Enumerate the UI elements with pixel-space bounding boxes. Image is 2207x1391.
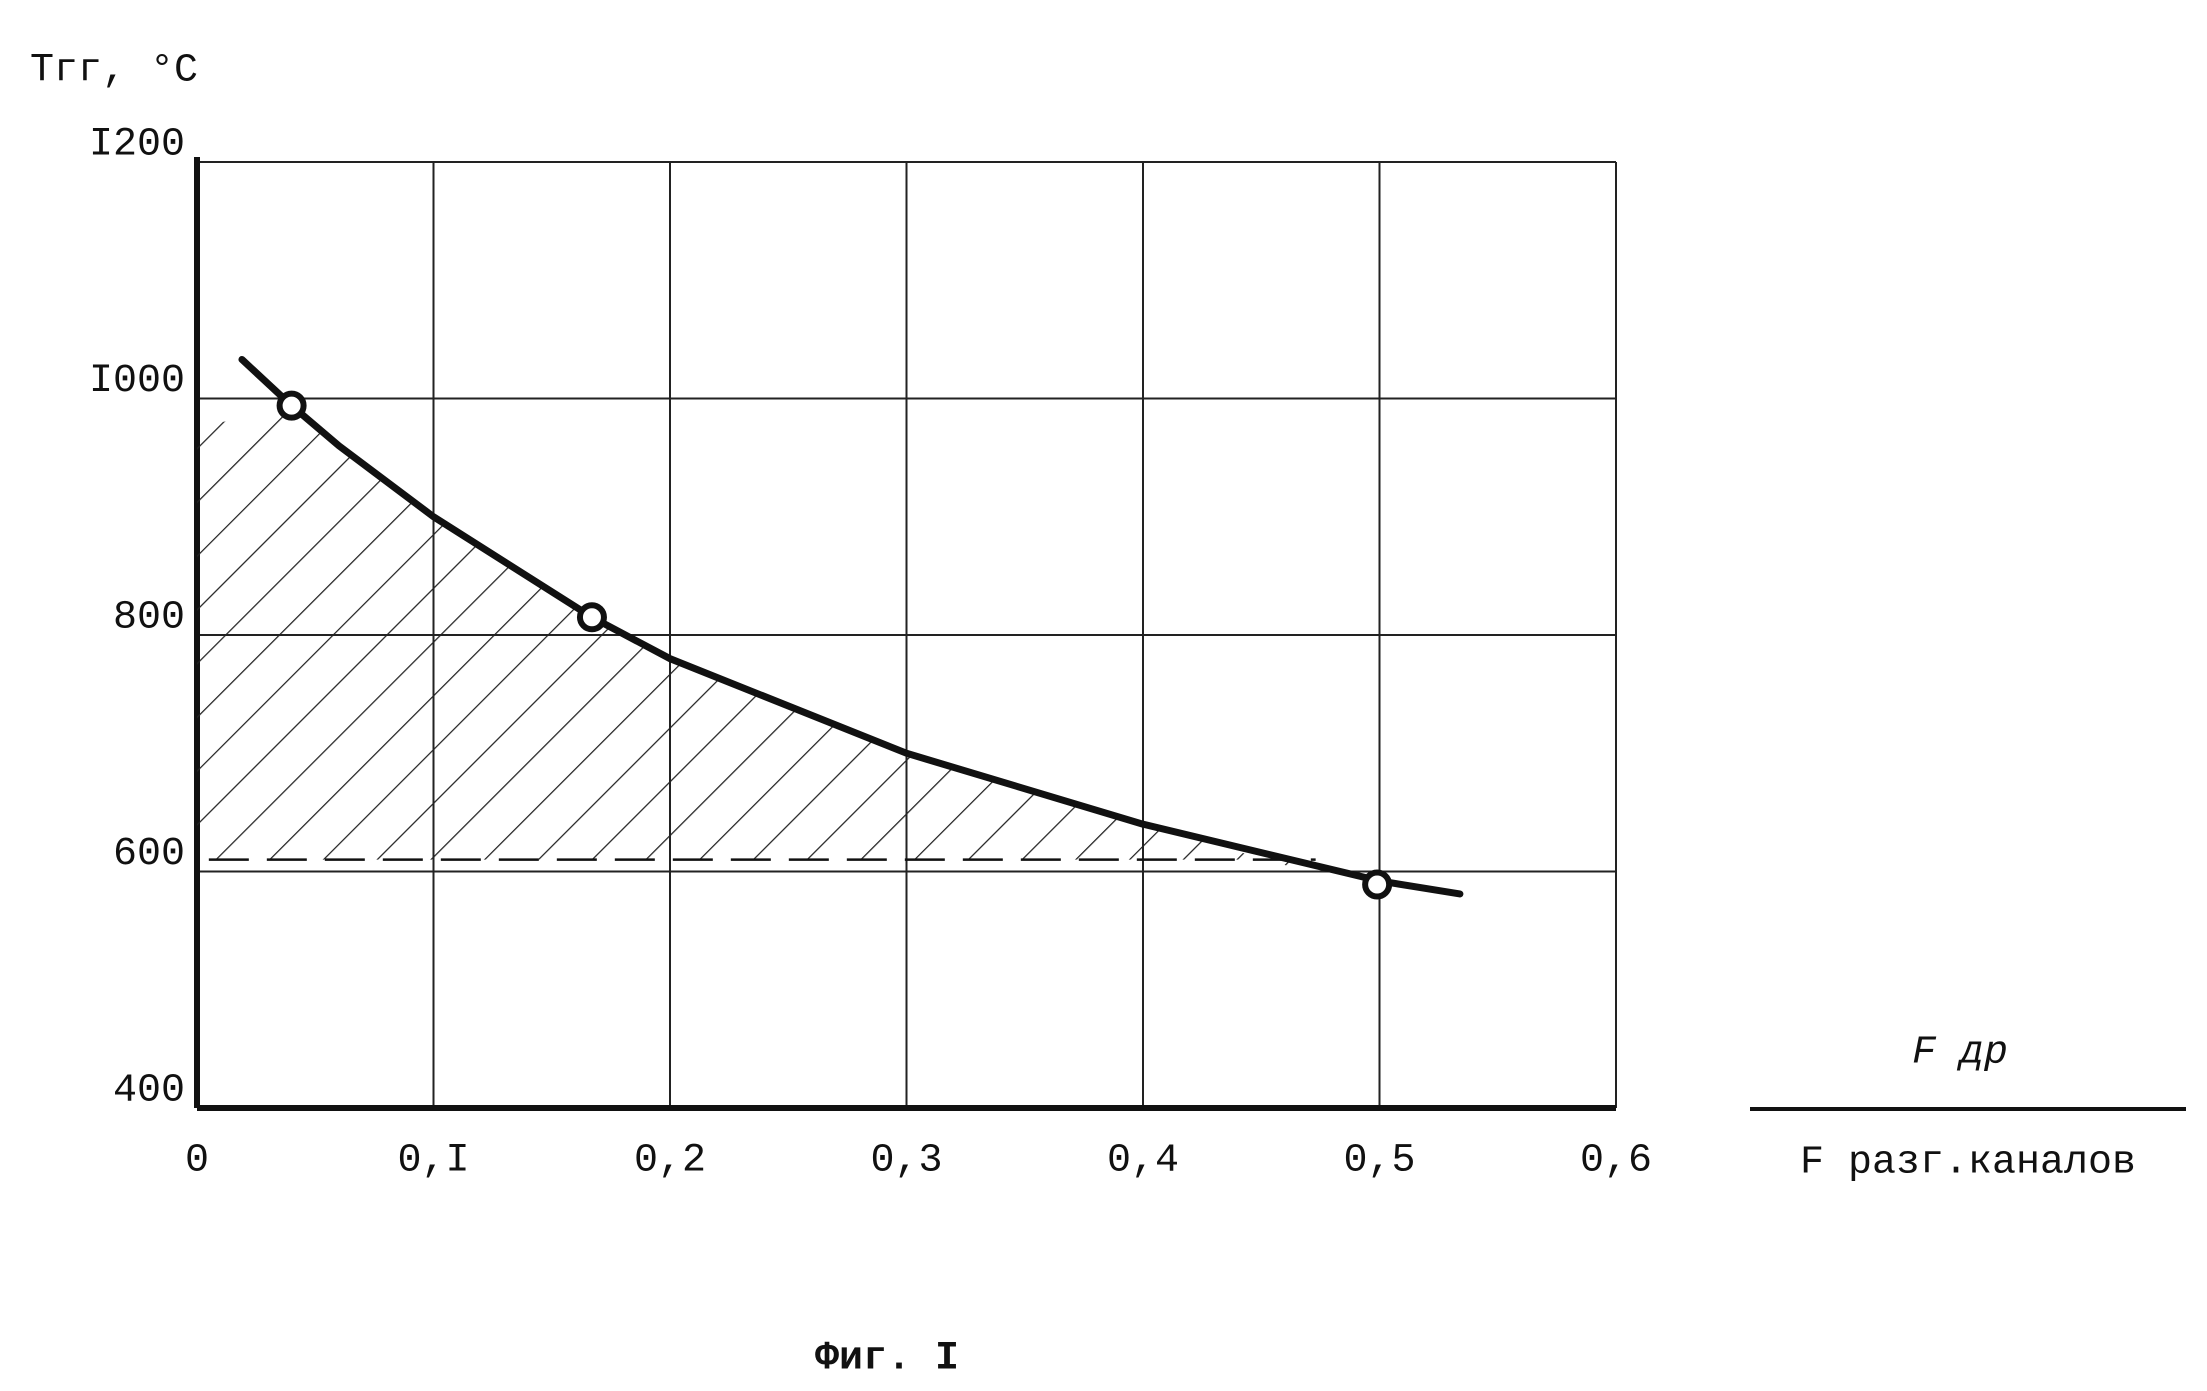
chart: 0 0,I 0,2 0,3 0,4 0,5 0,6 400 600 800 I000 I200 Tгг…: [0, 0, 2207, 1391]
point-marker: [280, 394, 304, 418]
plot: 0 0,I 0,2 0,3 0,4 0,5 0,6 400 600 800 I000 I200: [89, 123, 1652, 1184]
y-axis-title: Tгг, °C: [30, 49, 198, 94]
x-tick-label: 0,2: [634, 1139, 706, 1184]
point-marker: [580, 605, 604, 629]
x-tick-label: 0,5: [1343, 1139, 1415, 1184]
y-tick-label: 400: [113, 1069, 185, 1114]
hatched-area: [197, 406, 1316, 874]
x-tick-label: 0,6: [1580, 1139, 1652, 1184]
y-tick-label: 600: [113, 832, 185, 877]
x-tick-label: 0,3: [870, 1139, 942, 1184]
x-axis-numerator: F др: [1912, 1031, 2008, 1076]
y-tick-label: 800: [113, 596, 185, 641]
x-tick-label: 0: [185, 1139, 209, 1184]
x-tick-label: 0,4: [1107, 1139, 1179, 1184]
point-marker: [1365, 873, 1389, 897]
figure-caption: Фиг. I: [815, 1337, 959, 1382]
x-axis-denominator: F разг.каналов: [1800, 1141, 2136, 1186]
y-tick-label: I200: [89, 123, 185, 168]
x-tick-label: 0,I: [397, 1139, 469, 1184]
y-tick-label: I000: [89, 359, 185, 404]
